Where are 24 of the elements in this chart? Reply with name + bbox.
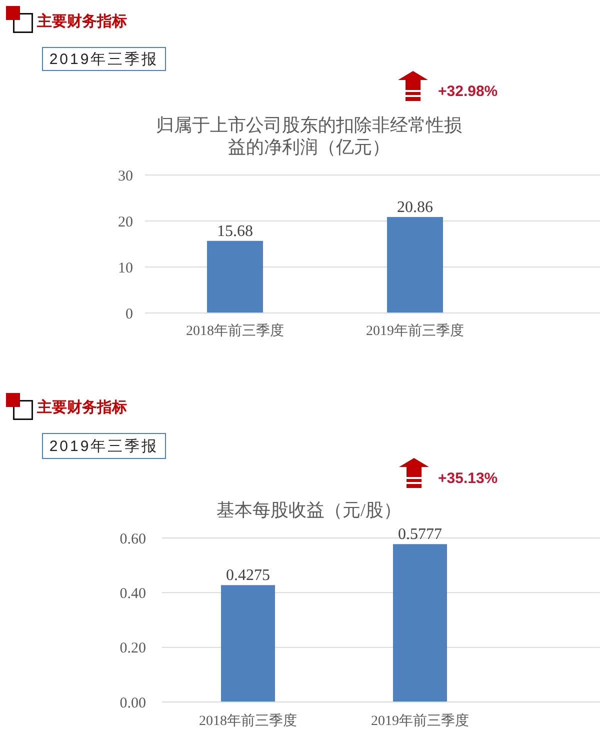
text: 2019年三季报 bbox=[49, 50, 159, 68]
x-tick-label: 2019年前三季度 bbox=[371, 712, 469, 729]
y-tick-label: 0.20 bbox=[120, 640, 146, 657]
x-tick-label: 2019年前三季度 bbox=[366, 322, 464, 339]
x-tick-label: 2018年前三季度 bbox=[186, 322, 284, 339]
text: 2019年三季报 bbox=[49, 436, 159, 456]
y-tick-label: 0.40 bbox=[120, 586, 146, 602]
data-label: 0.4275 bbox=[226, 567, 270, 584]
chart-title: 基本每股收益（元/股） bbox=[215, 499, 402, 521]
text: 主要财务指标 bbox=[37, 398, 127, 418]
data-label: 0.5777 bbox=[398, 526, 442, 544]
chart-title: 归属于上市公司股东的扣除非经常性损益的净利润（亿元） bbox=[155, 114, 463, 158]
text: +32.98% bbox=[438, 83, 498, 101]
text: +35.13% bbox=[438, 470, 498, 488]
y-tick-label: 0.00 bbox=[120, 695, 146, 712]
y-tick-label: 10 bbox=[118, 260, 133, 276]
y-tick-label: 20 bbox=[118, 214, 133, 230]
text: 主要财务指标 bbox=[37, 12, 127, 32]
y-tick-label: 0 bbox=[126, 306, 133, 322]
y-tick-label: 30 bbox=[118, 168, 133, 184]
y-tick-label: 0.60 bbox=[120, 531, 146, 548]
data-label: 15.68 bbox=[217, 222, 253, 240]
x-tick-label: 2018年前三季度 bbox=[199, 712, 297, 729]
data-label: 20.86 bbox=[397, 199, 433, 216]
